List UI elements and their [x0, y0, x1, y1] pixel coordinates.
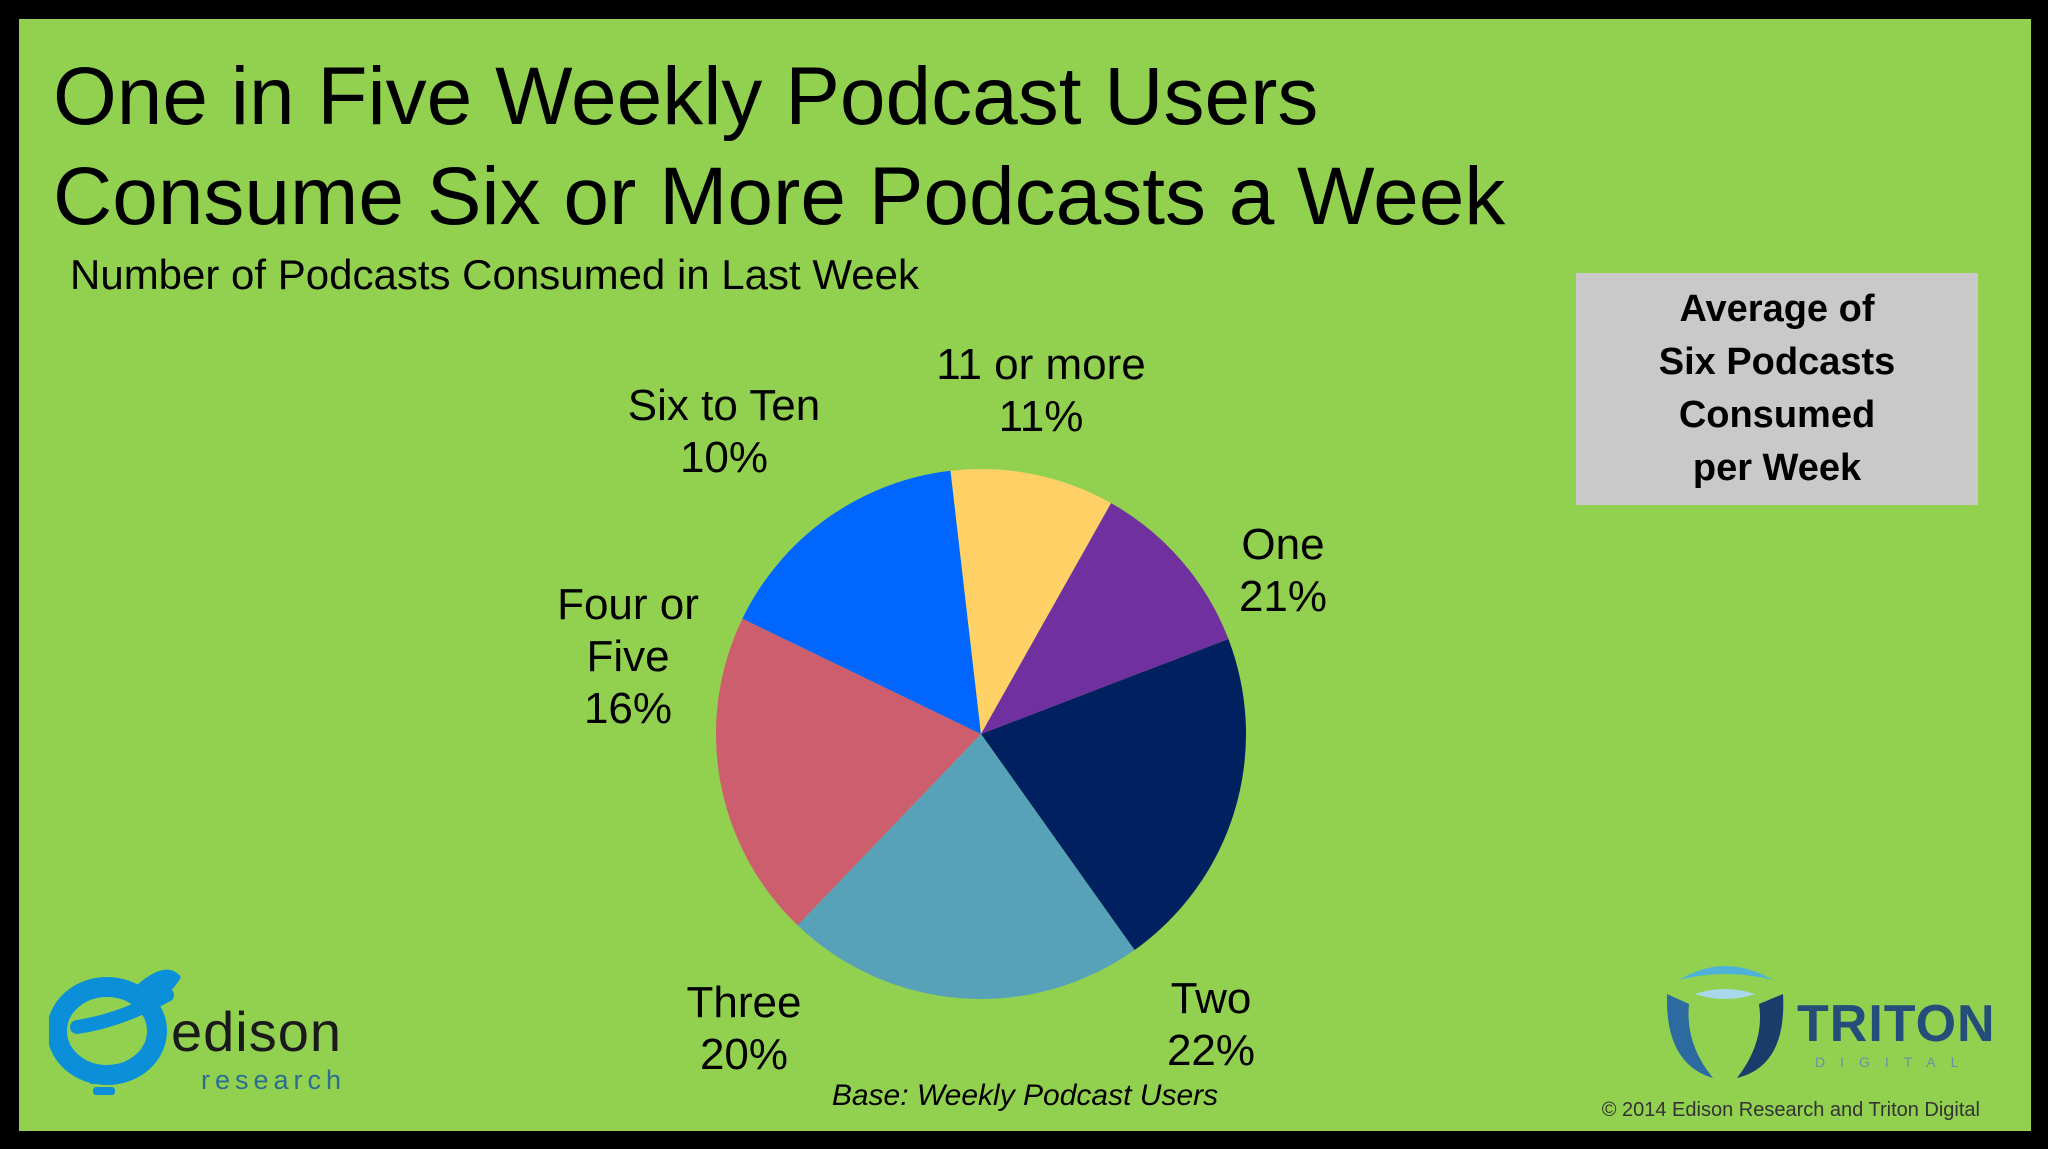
slide-title: One in Five Weekly Podcast Users Consume …	[53, 47, 1505, 247]
slice-label-5: 11 or more 11%	[936, 340, 1146, 441]
pie-slice-5	[981, 503, 1229, 734]
pie-slice-0	[981, 639, 1247, 951]
slice-value-1: 22%	[1167, 1026, 1255, 1075]
pie-slices	[715, 469, 1247, 1000]
pie-slice-4	[950, 469, 1112, 734]
triton-wordmark: TRITON	[1797, 995, 1996, 1053]
edison-wordmark: edison	[171, 1000, 343, 1063]
slice-label-2: Three 20%	[687, 978, 802, 1079]
slice-name-1: Two	[1171, 974, 1252, 1023]
slice-name-0: One	[1241, 520, 1324, 569]
pie-labels: One 21% Two 22% Three 20% Four or Five 16% Six to…	[557, 340, 1327, 1079]
pie-chart: One 21% Two 22% Three 20% Four or Five 16% Six to…	[557, 340, 1327, 1079]
edison-sub-wordmark: research	[201, 1065, 347, 1095]
slide: One in Five Weekly Podcast Users Consume …	[19, 19, 2031, 1131]
slice-name-3: Four or	[557, 580, 699, 629]
average-callout-text: Average of Six Podcasts Consumed per Wee…	[1658, 288, 1896, 489]
slice-label-0: One 21%	[1239, 520, 1327, 621]
title-line-2: Consume Six or More Podcasts a Week	[53, 151, 1506, 242]
edison-research-logo: edison research	[47, 955, 389, 1115]
slice-label-4: Six to Ten 10%	[628, 381, 820, 482]
title-line-1: One in Five Weekly Podcast Users	[53, 51, 1319, 142]
slice-value-0: 21%	[1239, 572, 1327, 621]
pie-slice-2	[715, 618, 981, 926]
base-note: Base: Weekly Podcast Users	[831, 1079, 1219, 1112]
copyright-text: © 2014 Edison Research and Triton Digita…	[1601, 1099, 1980, 1121]
slice-name-5: 11 or more	[936, 340, 1146, 389]
average-callout: Average of Six Podcasts Consumed per Wee…	[1576, 273, 1978, 505]
triton-sub-wordmark: DIGITAL	[1815, 1054, 1974, 1070]
pie-slice-3	[742, 470, 981, 734]
chart-title: Number of Podcasts Consumed in Last Week	[70, 251, 919, 298]
slice-name-4: Six to Ten	[628, 381, 820, 430]
slice-value-2: 20%	[700, 1030, 788, 1079]
edison-bulb-icon	[47, 969, 181, 1095]
triton-mark-icon	[1666, 966, 1784, 1078]
pie-slice-1	[797, 734, 1135, 1000]
slice-value-3: 16%	[584, 684, 672, 733]
slice-label-3: Four or Five 16%	[557, 580, 699, 733]
triton-digital-logo: TRITON DIGITAL	[1655, 954, 2007, 1094]
slice-value-4: 10%	[680, 433, 768, 482]
slice-label-1: Two 22%	[1167, 974, 1255, 1075]
slice-value-5: 11%	[999, 392, 1084, 441]
slice-name-2: Three	[687, 978, 802, 1027]
slice-name-3: Five	[586, 632, 669, 681]
